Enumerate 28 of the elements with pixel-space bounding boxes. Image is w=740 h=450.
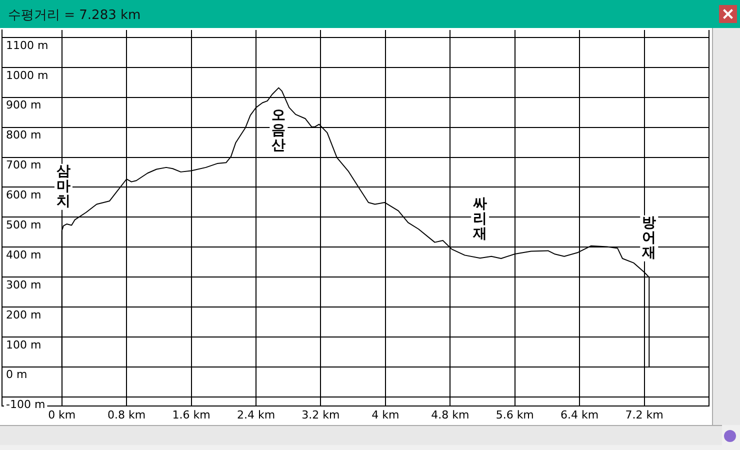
y-tick-label: 600 m (6, 188, 42, 202)
y-tick-label: 500 m (6, 218, 42, 232)
x-tick-label: 5.6 km (496, 408, 534, 422)
y-tick-label: 1100 m (6, 38, 48, 52)
y-tick-label: 100 m (6, 338, 42, 352)
x-tick-label: 0 km (48, 408, 76, 422)
x-tick-label: 7.2 km (625, 408, 664, 422)
y-tick-label: 700 m (6, 158, 42, 172)
x-tick-label: 4.8 km (431, 408, 470, 422)
y-tick-label: -100 m (6, 398, 46, 412)
y-tick-label: 900 m (6, 98, 42, 112)
annotation: 오음산 (272, 107, 286, 154)
annotation: 삼마치 (56, 163, 70, 210)
y-tick-label: 1000 m (6, 68, 48, 82)
y-tick-label: 0 m (6, 368, 28, 382)
x-tick-label: 3.2 km (302, 408, 340, 422)
x-tick-label: 1.6 km (172, 408, 210, 422)
x-tick-label: 2.4 km (236, 408, 276, 422)
y-tick-label: 400 m (6, 248, 42, 262)
y-tick-label: 300 m (6, 278, 42, 292)
y-tick-label: 200 m (6, 308, 42, 322)
x-tick-label: 0.8 km (108, 408, 146, 422)
x-tick-label: 6.4 km (560, 408, 599, 422)
y-tick-label: 800 m (6, 128, 42, 142)
chart-title: 수평거리 = 7.283 km (8, 7, 141, 24)
x-tick-label: 4 km (372, 408, 400, 422)
annotation: 싸리재 (472, 196, 488, 242)
annotation: 방어재 (641, 214, 656, 261)
